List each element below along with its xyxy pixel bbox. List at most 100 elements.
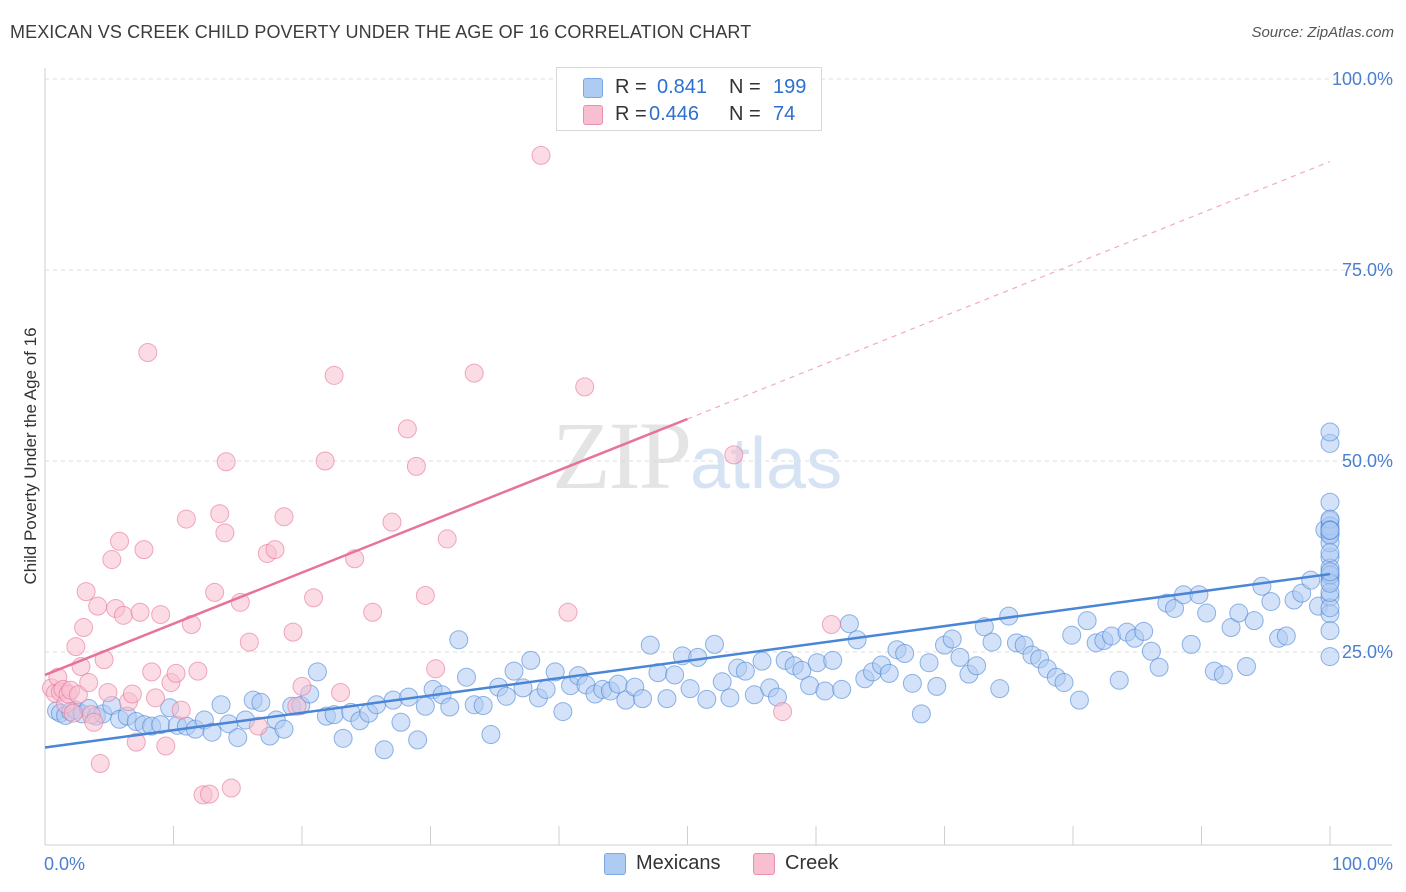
data-point	[199, 784, 219, 804]
data-point	[292, 676, 312, 696]
y-tick-label: 100.0%	[1332, 69, 1393, 89]
data-point	[1069, 690, 1089, 710]
axes	[44, 68, 1392, 846]
data-point	[1276, 626, 1296, 646]
data-point	[456, 667, 476, 687]
data-point	[1320, 621, 1340, 641]
data-point	[473, 695, 493, 715]
data-point	[982, 632, 1002, 652]
data-point	[1165, 598, 1185, 618]
data-point	[1261, 592, 1281, 612]
y-axis-title: Child Poverty Under the Age of 16	[21, 327, 40, 584]
data-point	[76, 582, 96, 602]
data-point	[792, 660, 812, 680]
legend-n-value: 199	[773, 76, 807, 98]
data-point	[815, 681, 835, 701]
data-point	[122, 684, 142, 704]
data-point	[942, 629, 962, 649]
legend-r-value: 0.446	[649, 103, 700, 125]
x-tick-label: 100.0%	[1332, 854, 1393, 874]
data-point	[1320, 422, 1340, 442]
data-point	[720, 688, 740, 708]
bottom-legend-swatch-mexicans	[604, 853, 626, 875]
trend-line-dashed-creek	[687, 160, 1331, 420]
data-point	[1320, 562, 1340, 582]
data-point	[464, 363, 484, 383]
data-point	[126, 732, 146, 752]
data-point	[1320, 521, 1340, 541]
trend-lines	[44, 160, 1331, 749]
data-point	[415, 585, 435, 605]
data-point	[134, 540, 154, 560]
watermark-zip: ZIP	[552, 402, 692, 509]
data-point	[138, 343, 158, 363]
data-point	[156, 736, 176, 756]
data-point	[331, 682, 351, 702]
tick-labels: 25.0% 50.0% 75.0% 100.0% 0.0% 100.0%	[44, 69, 1393, 874]
data-point	[1244, 611, 1264, 631]
data-point	[324, 365, 344, 385]
data-point	[545, 662, 565, 682]
data-point	[188, 661, 208, 681]
data-point	[171, 700, 191, 720]
data-point	[712, 672, 732, 692]
y-tick-label: 50.0%	[1342, 451, 1393, 471]
data-point	[1077, 611, 1097, 631]
data-point	[950, 647, 970, 667]
data-point	[1320, 543, 1340, 563]
bottom-legend-swatch-creek	[753, 853, 775, 875]
data-point	[911, 704, 931, 724]
data-point	[1181, 634, 1201, 654]
data-point	[110, 531, 130, 551]
data-point	[724, 445, 744, 465]
data-point	[287, 696, 307, 716]
data-point	[304, 588, 324, 608]
data-point	[68, 685, 88, 705]
data-point	[1301, 570, 1321, 590]
data-point	[151, 605, 171, 625]
data-point	[665, 665, 685, 685]
data-point	[832, 679, 852, 699]
data-point	[536, 679, 556, 699]
data-point	[1236, 657, 1256, 677]
data-point	[633, 689, 653, 709]
data-point	[1292, 583, 1312, 603]
data-point	[88, 596, 108, 616]
chart-title: MEXICAN VS CREEK CHILD POVERTY UNDER THE…	[10, 22, 752, 42]
data-point	[130, 602, 150, 622]
data-point	[680, 679, 700, 699]
data-point	[221, 778, 241, 798]
data-point	[166, 663, 186, 683]
data-point	[1320, 647, 1340, 667]
grid-lines	[45, 78, 1392, 653]
data-point	[248, 716, 268, 736]
data-point	[315, 451, 335, 471]
data-point	[697, 689, 717, 709]
legend-swatch-mexicans	[583, 78, 603, 98]
data-point	[307, 662, 327, 682]
data-point	[90, 754, 110, 774]
data-point	[74, 618, 94, 638]
data-point	[274, 719, 294, 739]
data-point	[1197, 603, 1217, 623]
data-point	[283, 622, 303, 642]
data-point	[1141, 641, 1161, 661]
data-point	[496, 686, 516, 706]
data-point	[1149, 657, 1169, 677]
legend-swatch-creek	[583, 105, 603, 125]
data-point	[374, 740, 394, 760]
data-point	[408, 730, 428, 750]
data-point	[216, 452, 236, 472]
data-point	[228, 728, 248, 748]
series-mexicans	[47, 422, 1340, 760]
data-point	[704, 634, 724, 654]
data-point	[773, 702, 793, 722]
data-point	[531, 145, 551, 165]
data-point	[558, 602, 578, 622]
data-point	[895, 644, 915, 664]
data-point	[919, 653, 939, 673]
legend-n-value: 74	[773, 103, 796, 125]
data-point	[391, 712, 411, 732]
data-point	[735, 661, 755, 681]
